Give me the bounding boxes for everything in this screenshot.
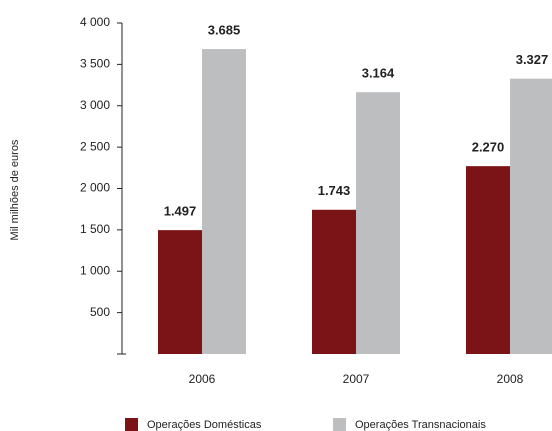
y-tick-label: 1 500 bbox=[80, 222, 110, 236]
y-tick-label: 1 000 bbox=[80, 263, 110, 277]
value-label: 1.743 bbox=[318, 183, 351, 198]
x-tick-label: 2007 bbox=[343, 372, 370, 386]
y-tick-label: 2 000 bbox=[80, 181, 110, 195]
y-tick-label: 3 000 bbox=[80, 98, 110, 112]
bar bbox=[510, 78, 552, 355]
y-tick-label: 3 500 bbox=[80, 57, 110, 71]
bar bbox=[356, 92, 400, 354]
value-label: 1.497 bbox=[164, 204, 197, 219]
x-tick-label: 2008 bbox=[497, 372, 524, 386]
y-tick-label: 4 000 bbox=[80, 15, 110, 29]
value-label: 2.270 bbox=[472, 140, 505, 155]
bar bbox=[312, 209, 356, 354]
value-label: 3.164 bbox=[362, 66, 395, 81]
bar bbox=[202, 49, 246, 354]
legend-label: Operações Domésticas bbox=[147, 419, 262, 431]
bar bbox=[158, 230, 202, 354]
value-label: 3.685 bbox=[208, 23, 241, 38]
legend-label: Operações Transnacionais bbox=[355, 419, 486, 431]
legend-swatch bbox=[125, 418, 138, 431]
x-tick-label: 2006 bbox=[189, 372, 216, 386]
y-tick-label: 500 bbox=[90, 305, 110, 319]
value-label: 3.327 bbox=[516, 52, 549, 67]
bar bbox=[466, 166, 510, 354]
y-axis-label: Mil milhões de euros bbox=[9, 139, 21, 240]
y-tick-label: 2 500 bbox=[80, 139, 110, 153]
legend-swatch bbox=[333, 418, 346, 431]
